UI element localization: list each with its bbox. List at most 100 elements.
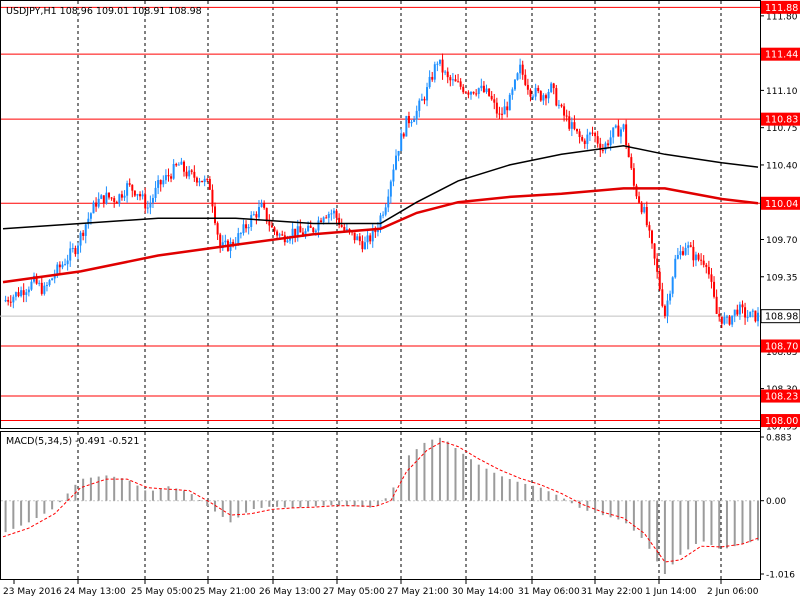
candle bbox=[666, 293, 669, 324]
x-tick-label: 25 May 21:00 bbox=[194, 587, 256, 597]
macd-bar bbox=[640, 500, 643, 538]
macd-bar bbox=[749, 500, 752, 543]
candle bbox=[69, 241, 72, 267]
candle bbox=[741, 300, 744, 314]
candle bbox=[710, 268, 713, 289]
candle bbox=[586, 128, 589, 150]
candle bbox=[594, 131, 597, 143]
y-tick-label: 109.35 bbox=[766, 273, 798, 283]
candle bbox=[640, 201, 643, 215]
macd-bar bbox=[190, 494, 193, 501]
macd-bar bbox=[167, 486, 170, 501]
macd-bar bbox=[89, 477, 92, 501]
candle bbox=[529, 88, 532, 102]
candle bbox=[459, 78, 462, 90]
candle bbox=[48, 279, 51, 287]
candle bbox=[12, 294, 15, 309]
candle bbox=[149, 195, 152, 215]
candle bbox=[263, 200, 266, 210]
candle bbox=[604, 141, 607, 154]
candle bbox=[237, 227, 240, 246]
candle bbox=[638, 191, 641, 204]
candle bbox=[503, 99, 506, 115]
candle bbox=[516, 72, 519, 81]
macd-bar bbox=[43, 500, 46, 514]
macd-bar bbox=[431, 439, 434, 501]
candle bbox=[369, 233, 372, 245]
candle bbox=[400, 128, 403, 152]
candle bbox=[542, 93, 545, 105]
candle bbox=[599, 137, 602, 157]
candle bbox=[648, 221, 651, 238]
candlesticks bbox=[4, 53, 759, 329]
candle bbox=[206, 178, 209, 183]
candle bbox=[707, 260, 710, 279]
macd-bar bbox=[741, 500, 744, 544]
macd-bar bbox=[477, 464, 480, 501]
candle bbox=[684, 242, 687, 256]
candle bbox=[193, 165, 196, 182]
chart-header: USDJPY,H1 108.96 109.01 108.91 108.98 bbox=[6, 6, 202, 17]
candle bbox=[255, 211, 258, 225]
candle bbox=[663, 304, 666, 319]
candle bbox=[524, 69, 527, 87]
candle bbox=[490, 91, 493, 101]
x-tick-label: 25 May 05:00 bbox=[131, 587, 193, 597]
level-label-text: 111.88 bbox=[765, 3, 798, 14]
candle bbox=[353, 232, 356, 244]
candle bbox=[718, 307, 721, 322]
candle bbox=[578, 128, 581, 144]
candle bbox=[14, 291, 17, 301]
candle bbox=[214, 202, 217, 226]
y-tick-label: 110.75 bbox=[766, 124, 798, 134]
candle bbox=[327, 211, 330, 224]
candle bbox=[332, 208, 335, 219]
ma-fast-line bbox=[2, 187, 759, 284]
candle bbox=[591, 126, 594, 137]
candle bbox=[260, 199, 263, 208]
candle bbox=[539, 90, 542, 102]
candle bbox=[177, 162, 180, 166]
price-axis: 111.80 111.10 110.75 110.40 109.70 109.35 108.… bbox=[760, 12, 798, 432]
candle bbox=[723, 312, 726, 326]
macd-bar bbox=[663, 500, 666, 574]
macd-bar bbox=[555, 494, 558, 501]
candle bbox=[38, 280, 41, 287]
y-tick-label: 110.40 bbox=[766, 161, 798, 171]
candle bbox=[630, 153, 633, 170]
candle bbox=[402, 132, 405, 139]
candle bbox=[216, 221, 219, 241]
candle bbox=[208, 176, 211, 191]
macd-tick-label: 0.883 bbox=[766, 434, 792, 444]
macd-bar bbox=[82, 478, 85, 501]
candle bbox=[219, 232, 222, 253]
candle bbox=[519, 58, 522, 80]
macd-bar bbox=[733, 500, 736, 547]
candle bbox=[203, 175, 206, 187]
candle bbox=[462, 84, 465, 95]
x-tick-label: 27 May 21:00 bbox=[387, 587, 449, 597]
candle bbox=[653, 243, 656, 266]
candle bbox=[674, 254, 677, 279]
candle bbox=[754, 310, 757, 323]
candle bbox=[493, 93, 496, 110]
candle bbox=[115, 200, 118, 204]
macd-axis: 0.883 0.00 -1.016 bbox=[760, 434, 795, 581]
candle bbox=[7, 296, 10, 306]
macd-bar bbox=[454, 448, 457, 501]
macd-bar bbox=[524, 483, 527, 501]
candle bbox=[126, 180, 129, 203]
macd-bar bbox=[501, 476, 504, 501]
macd-bar bbox=[725, 500, 728, 549]
macd-bar bbox=[51, 500, 54, 510]
macd-bar bbox=[283, 500, 286, 508]
candle bbox=[84, 223, 87, 244]
candle bbox=[658, 267, 661, 292]
time-axis: 23 May 2016 24 May 13:00 25 May 05:00 25 Ma… bbox=[3, 580, 759, 597]
candle bbox=[438, 59, 441, 67]
candle bbox=[105, 186, 108, 205]
candle bbox=[325, 214, 328, 219]
macd-bar bbox=[113, 476, 116, 501]
macd-bar bbox=[307, 500, 310, 507]
